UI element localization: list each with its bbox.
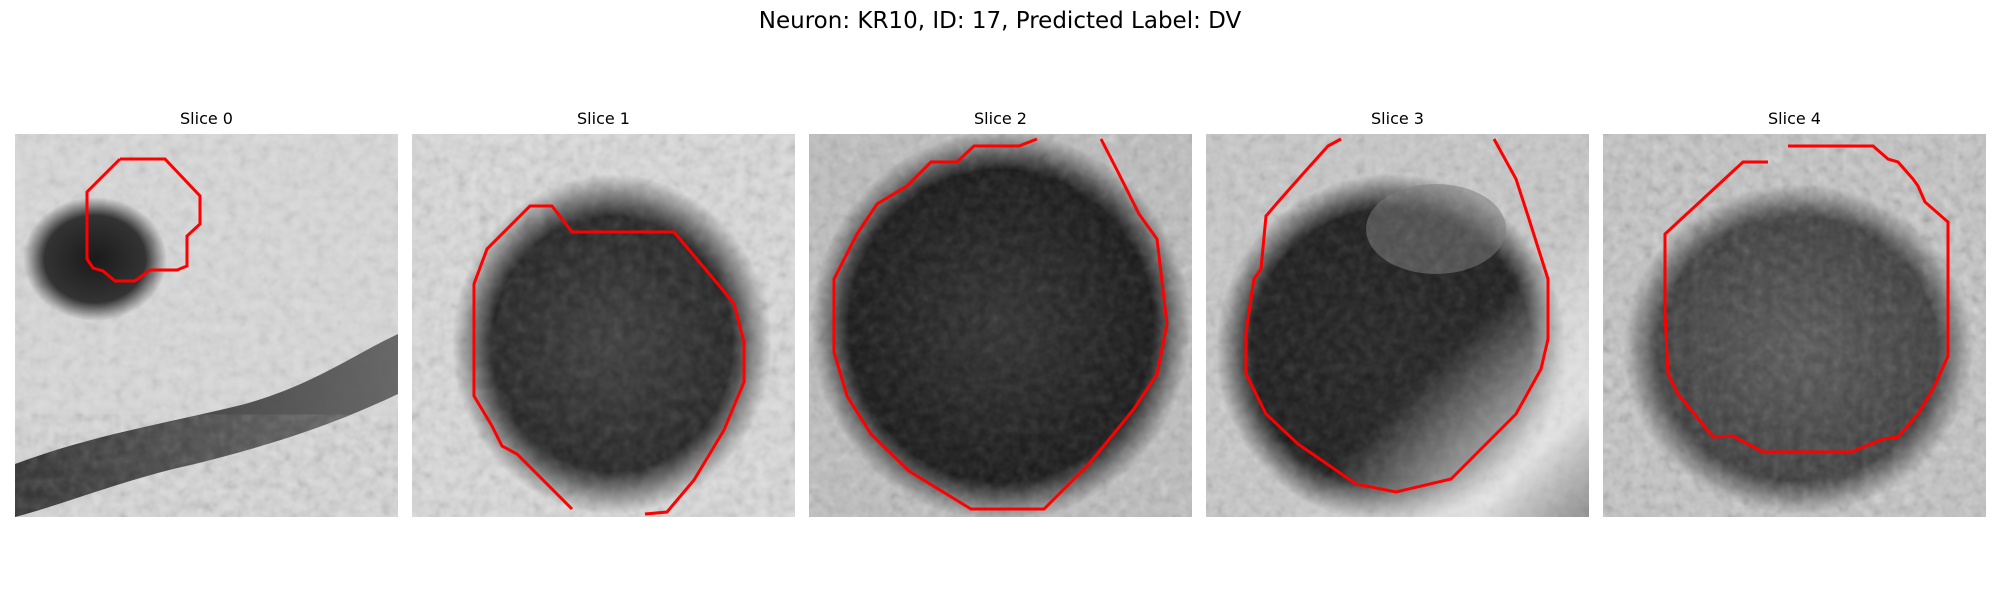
slice-title: Slice 3 xyxy=(1371,109,1424,128)
slice-image-3 xyxy=(1206,134,1589,517)
figure-title: Neuron: KR10, ID: 17, Predicted Label: D… xyxy=(758,8,1242,34)
slice-panel-3: Slice 3 xyxy=(1206,108,1589,517)
slice-title: Slice 0 xyxy=(180,109,233,128)
slice-panel-2: Slice 2 xyxy=(809,108,1192,517)
slice-panel-4: Slice 4 xyxy=(1603,108,1986,517)
slice-image-2 xyxy=(809,134,1192,517)
slice-image-4 xyxy=(1603,134,1986,517)
contour-line xyxy=(1244,137,1550,494)
contour-line xyxy=(85,157,202,283)
contour-line xyxy=(1663,144,1950,454)
slice-image-1 xyxy=(412,134,795,517)
slice-title: Slice 4 xyxy=(1768,109,1821,128)
slice-panel-0: Slice 0 xyxy=(15,108,398,517)
contour-line xyxy=(472,204,746,516)
slice-panel-1: Slice 1 xyxy=(412,108,795,517)
contour-line xyxy=(832,137,1169,511)
slice-title: Slice 1 xyxy=(577,109,630,128)
slice-title: Slice 2 xyxy=(974,109,1027,128)
slice-image-0 xyxy=(15,134,398,517)
